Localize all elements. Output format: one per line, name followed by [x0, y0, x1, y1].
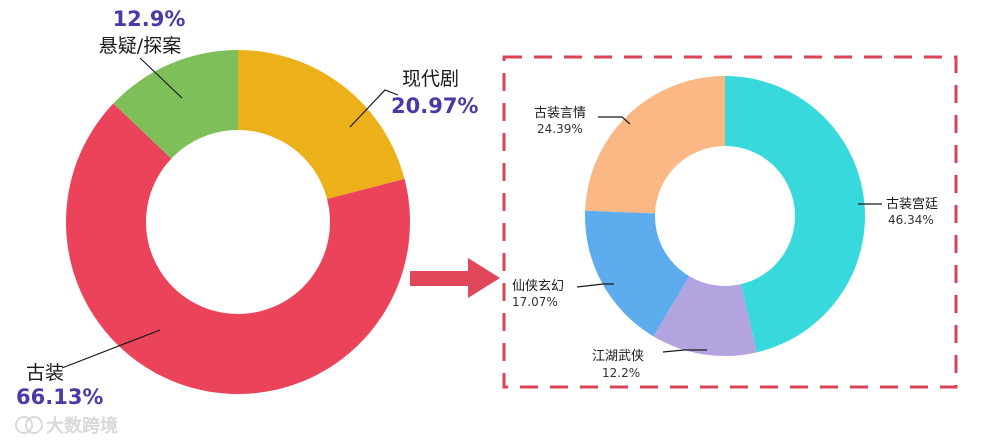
leader-line-xiandai [349, 89, 399, 128]
arrow-icon [410, 258, 500, 298]
donut-chart-sub [585, 76, 866, 357]
slice-value-guzhuang-yanqing: 24.39% [537, 122, 583, 136]
sub-slice-0 [725, 76, 866, 353]
slice-label-xuanyi: 悬疑/探案 [99, 35, 181, 57]
main-slice-1 [66, 103, 411, 395]
zoom-frame [502, 55, 958, 389]
slice-label-xiandai: 现代剧 [402, 68, 459, 90]
slice-value-xianxia: 17.07% [512, 295, 558, 309]
slice-value-xiandai: 20.97% [391, 94, 478, 118]
slice-value-jianghu: 12.2% [602, 366, 640, 380]
leader-line-xianxia [576, 283, 614, 288]
donut-chart-main [66, 50, 411, 395]
slice-value-guzhuang: 66.13% [16, 385, 103, 409]
slice-label-guzhuang-yanqing: 古装言情 [534, 106, 586, 121]
leader-line-guzhuang [61, 329, 161, 369]
slice-label-guzhuang: 古装 [26, 362, 64, 384]
main-slice-2 [113, 50, 238, 159]
sub-slice-3 [585, 76, 725, 214]
watermark: 大数跨境 [15, 415, 118, 437]
main-slice-0 [238, 50, 405, 199]
slice-label-guzhuang-gongting: 古装宫廷 [886, 197, 938, 212]
slice-value-xuanyi: 12.9% [113, 7, 186, 31]
leader-line-xuanyi [139, 57, 183, 99]
logo-icon [15, 416, 43, 434]
watermark-text: 大数跨境 [46, 415, 118, 437]
leader-line-jianghu [662, 349, 707, 353]
slice-label-jianghu: 江湖武侠 [592, 349, 644, 364]
leader-line-guzhuang-yanqing [598, 116, 631, 125]
slice-label-xianxia: 仙侠玄幻 [512, 279, 564, 294]
sub-slice-1 [653, 276, 757, 357]
slice-value-guzhuang-gongting: 46.34% [888, 213, 934, 227]
sub-slice-2 [585, 210, 690, 337]
